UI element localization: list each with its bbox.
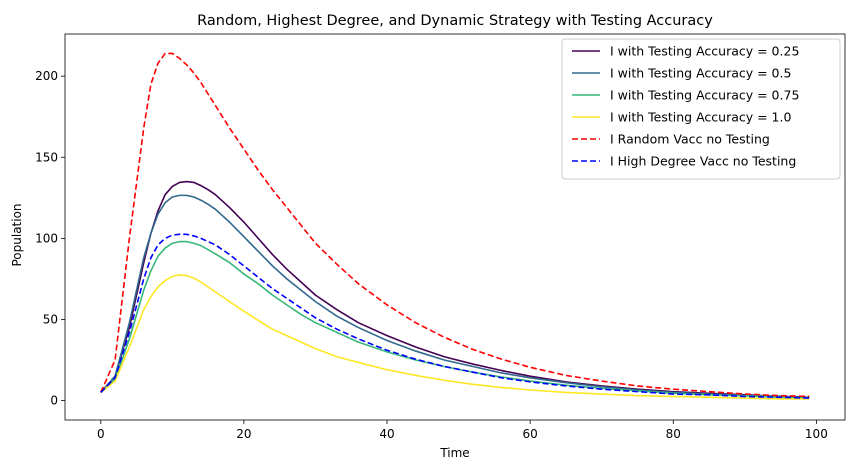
y-tick-label: 200 xyxy=(35,69,58,83)
y-tick-label: 150 xyxy=(35,150,58,164)
x-tick-label: 60 xyxy=(522,427,537,441)
legend-entry: I with Testing Accuracy = 0.5 xyxy=(610,66,791,81)
x-tick-label: 80 xyxy=(666,427,681,441)
x-axis-label: Time xyxy=(439,446,469,460)
series-line-2 xyxy=(100,240,810,399)
x-tick-label: 100 xyxy=(805,427,828,441)
x-tick-label: 40 xyxy=(379,427,394,441)
y-tick-label: 50 xyxy=(43,312,58,326)
y-tick-label: 100 xyxy=(35,231,58,245)
legend-entry: I with Testing Accuracy = 0.25 xyxy=(610,44,799,59)
series-lines xyxy=(100,52,810,400)
y-axis-ticks: 0 50 100 150 200 xyxy=(35,69,65,408)
legend-entry: I with Testing Accuracy = 0.75 xyxy=(610,88,799,103)
legend-entry: I Random Vacc no Testing xyxy=(610,132,770,147)
x-axis-ticks: 0 20 40 60 80 100 xyxy=(97,420,828,441)
series-line-0 xyxy=(100,180,810,399)
series-line-3 xyxy=(100,274,810,400)
series-line-1 xyxy=(100,194,810,399)
x-tick-label: 20 xyxy=(236,427,251,441)
y-tick-label: 0 xyxy=(50,394,58,408)
legend-entry: I High Degree Vacc no Testing xyxy=(610,154,796,169)
legend-box xyxy=(561,38,841,180)
legend-entry: I with Testing Accuracy = 1.0 xyxy=(610,110,791,125)
legend: I with Testing Accuracy = 0.25 I with Tes… xyxy=(561,38,841,180)
series-line-5 xyxy=(100,233,810,399)
chart-title: Random, Highest Degree, and Dynamic Stra… xyxy=(197,13,713,29)
plot-frame xyxy=(64,33,846,421)
y-axis-label: Population xyxy=(10,203,24,266)
x-tick-label: 0 xyxy=(97,427,105,441)
series-line-4 xyxy=(100,52,810,398)
